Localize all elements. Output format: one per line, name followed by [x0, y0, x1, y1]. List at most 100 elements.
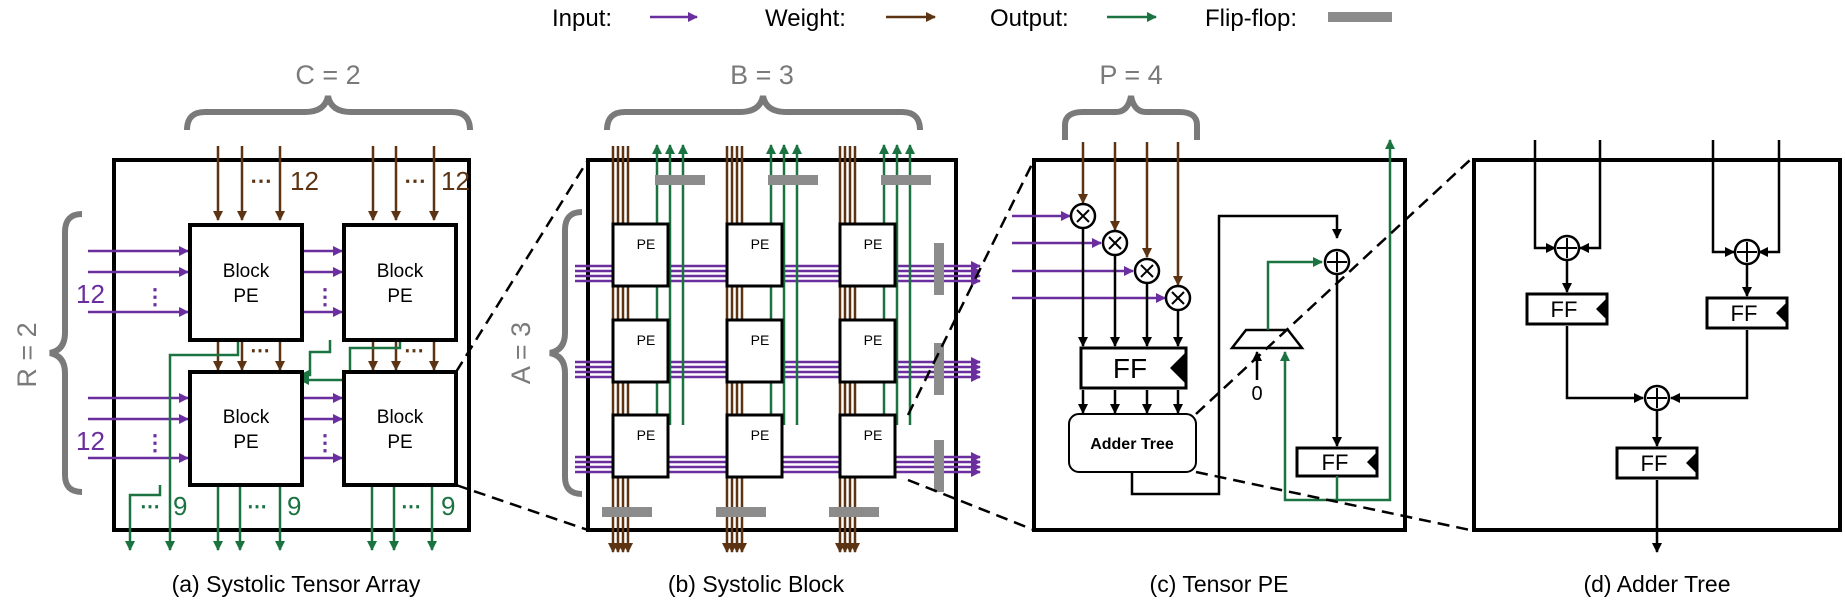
- svg-text:FF: FF: [1731, 301, 1758, 326]
- panel-c-mux-zero: 0: [1251, 383, 1262, 405]
- panel-c-ff: FF: [1079, 346, 1188, 390]
- legend-output-label: Output:: [990, 5, 1069, 32]
- panel-a-input-count-2: 12: [76, 426, 105, 456]
- panel-a-systolic-tensor-array: C = 2 R = 2 ⋯ 12 ⋯ 12 ⋯ ⋯: [12, 60, 473, 597]
- svg-text:PE: PE: [233, 432, 258, 453]
- panel-a-weight-arrows: [213, 146, 439, 371]
- panel-b-top-brace: [604, 95, 923, 131]
- panel-a-brace-label: C = 2: [295, 60, 360, 90]
- multiplier-icon: [1069, 202, 1097, 230]
- pe-label: PE: [637, 427, 656, 443]
- panel-a-input-dots-3: ⋮: [314, 284, 336, 309]
- svg-text:Block: Block: [377, 261, 424, 282]
- svg-text:FF: FF: [1322, 450, 1349, 475]
- panel-a-side-brace: [49, 211, 83, 495]
- svg-text:Adder Tree: Adder Tree: [1090, 436, 1174, 453]
- adder-icon: [1553, 234, 1581, 262]
- pe-label: PE: [751, 427, 770, 443]
- panel-d-adder-tree: FF FF FF (d) Adder Tree: [1472, 140, 1842, 597]
- legend-weight-label: Weight:: [765, 5, 846, 32]
- panel-a-output-count-3: 9: [441, 491, 455, 521]
- panel-c-product-wires: [1078, 228, 1183, 414]
- multiplier-icon: [1164, 284, 1192, 312]
- panel-a-output-dots-3: ⋯: [401, 496, 421, 518]
- panel-b-pe: PE: [725, 222, 784, 288]
- svg-text:FF: FF: [1551, 297, 1578, 322]
- panel-c-brace-label: P = 4: [1099, 60, 1162, 90]
- panel-d-input-wires: [1533, 140, 1781, 553]
- pe-label: PE: [864, 332, 883, 348]
- panel-a-block-pe: Block PE: [188, 370, 304, 487]
- panel-a-input-dots-2: ⋮: [144, 430, 166, 455]
- legend-flipflop-label: Flip-flop:: [1205, 5, 1297, 32]
- panel-c-tensor-pe: P = 4: [1012, 60, 1407, 597]
- panel-d-ff: FF: [1525, 292, 1609, 326]
- svg-text:PE: PE: [387, 286, 412, 307]
- svg-text:Block: Block: [223, 407, 270, 428]
- panel-a-input-arrows: [88, 246, 343, 463]
- multiplier-icon: [1133, 257, 1161, 285]
- legend-flipflop-swatch: [1328, 12, 1392, 22]
- panel-d-ff: FF: [1615, 446, 1699, 480]
- panel-a-output-count-2: 9: [287, 491, 301, 521]
- panel-a-input-dots-1: ⋮: [144, 284, 166, 309]
- panel-b-pe: PE: [611, 413, 670, 479]
- panel-b-pe: PE: [838, 318, 897, 384]
- pe-label: PE: [864, 236, 883, 252]
- pe-label: PE: [637, 236, 656, 252]
- panel-c-pe-frame: [1032, 158, 1407, 532]
- panel-b-pe: PE: [611, 222, 670, 288]
- panel-b-pe: PE: [838, 222, 897, 288]
- panel-b-side-brace: [549, 209, 583, 497]
- panel-b-pe: PE: [725, 413, 784, 479]
- panel-c-weight-arrows: [1078, 142, 1183, 286]
- panel-c-mux: [1229, 328, 1305, 350]
- panel-a-block-pe: Block PE: [342, 223, 458, 342]
- panel-a-output-count-1: 9: [173, 491, 187, 521]
- multiplier-icon: [1101, 229, 1129, 257]
- panel-c-sum-wire: [1130, 214, 1342, 496]
- pe-label: PE: [751, 332, 770, 348]
- panel-d-caption: (d) Adder Tree: [1583, 571, 1730, 597]
- adder-icon: [1733, 238, 1761, 266]
- panel-a-output-dots-2: ⋯: [247, 496, 267, 518]
- panel-a-weight-dots-1: ⋯: [250, 168, 272, 193]
- accumulator-adder-icon: [1323, 248, 1351, 276]
- panel-c-input-arrows: [1012, 211, 1166, 303]
- panel-a-output-wires: [125, 340, 437, 551]
- pe-label: PE: [864, 427, 883, 443]
- panel-b-systolic-block: B = 3 A = 3 PE PE PE PE PE PE PE PE PE (b) Systo…: [506, 60, 981, 597]
- svg-text:FF: FF: [1113, 353, 1147, 384]
- panel-c-caption: (c) Tensor PE: [1150, 571, 1289, 597]
- svg-text:PE: PE: [387, 432, 412, 453]
- panel-b-side-label: A = 3: [506, 322, 536, 384]
- panel-b-caption: (b) Systolic Block: [668, 571, 845, 597]
- panel-a-input-dots-4: ⋮: [314, 430, 336, 455]
- panel-a-array-frame: [112, 158, 471, 532]
- panel-a-weight-dots-3: ⋯: [250, 340, 270, 362]
- svg-text:FF: FF: [1641, 451, 1668, 476]
- panel-b-pe-grid: PE PE PE PE PE PE PE PE PE: [575, 144, 981, 553]
- panel-b-flipflops: [602, 175, 944, 517]
- panel-b-brace-label: B = 3: [730, 60, 794, 90]
- svg-text:Block: Block: [223, 261, 270, 282]
- panel-c-output-wires: [1266, 139, 1395, 502]
- panel-a-block-pe: Block PE: [342, 370, 458, 487]
- panel-a-weight-dots-4: ⋯: [404, 340, 424, 362]
- panel-a-input-count-1: 12: [76, 279, 105, 309]
- pe-label: PE: [637, 332, 656, 348]
- panel-a-weight-dots-2: ⋯: [404, 168, 426, 193]
- zoom-lines-a-b: [454, 159, 590, 532]
- zoom-lines-b-c: [906, 159, 1036, 532]
- zoom-lines-c-d: [1195, 159, 1471, 532]
- panel-a-weight-count-2: 12: [441, 166, 470, 196]
- panel-a-caption: (a) Systolic Tensor Array: [172, 571, 421, 597]
- svg-text:PE: PE: [233, 286, 258, 307]
- adder-icon: [1643, 384, 1671, 412]
- panel-b-pe: PE: [838, 413, 897, 479]
- panel-a-side-label: R = 2: [12, 322, 42, 387]
- svg-text:Block: Block: [377, 407, 424, 428]
- panel-a-block-pe: Block PE: [188, 223, 304, 342]
- panel-b-pe: PE: [725, 318, 784, 384]
